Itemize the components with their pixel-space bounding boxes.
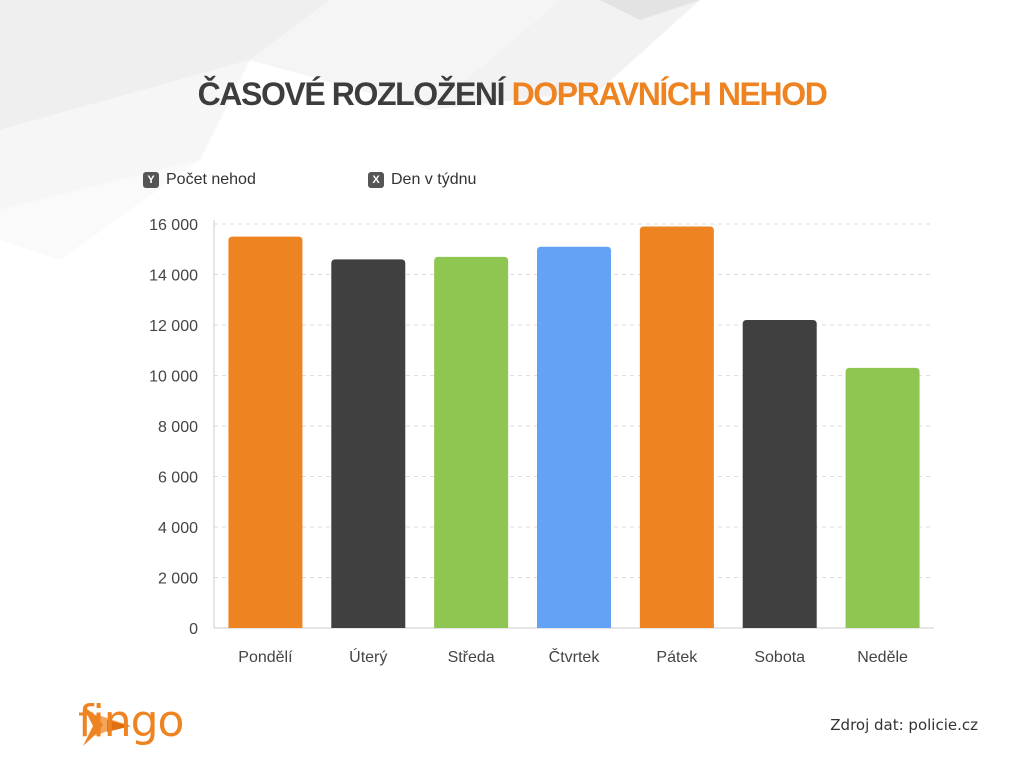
bar — [845, 367, 920, 628]
bar — [331, 259, 406, 628]
bar — [742, 319, 817, 628]
legend-y-axis: Y Počet nehod — [143, 170, 256, 190]
x-tick-label: Úterý — [349, 647, 387, 666]
legend-x-label: Den v týdnu — [391, 171, 477, 188]
y-tick-label: 0 — [189, 621, 198, 638]
x-tick-label: Pondělí — [238, 649, 293, 666]
y-tick-label: 12 000 — [149, 318, 198, 335]
y-tick-label: 16 000 — [149, 217, 198, 234]
y-tick-label: 2 000 — [158, 571, 198, 588]
y-tick-label: 8 000 — [158, 419, 198, 436]
y-tick-label: 6 000 — [158, 470, 198, 487]
bar — [537, 246, 611, 628]
legend-y-label: Počet nehod — [166, 171, 256, 188]
bar — [228, 236, 303, 628]
y-tick-label: 4 000 — [158, 520, 198, 537]
x-axis-badge: X — [368, 172, 384, 188]
y-tick-label: 10 000 — [149, 369, 198, 386]
x-tick-label: Pátek — [656, 649, 698, 666]
x-tick-label: Neděle — [857, 649, 908, 666]
x-tick-label: Středa — [448, 649, 495, 666]
bar — [434, 256, 509, 628]
page-title: ČASOVÉ ROZLOŽENÍ DOPRAVNÍCH NEHOD — [197, 76, 828, 112]
fingo-logo-icon — [83, 706, 131, 746]
y-tick-label: 14 000 — [149, 268, 198, 285]
legend-x-axis: X Den v týdnu — [368, 170, 476, 190]
x-tick-label: Sobota — [754, 649, 805, 666]
x-tick-label: Čtvrtek — [549, 647, 601, 666]
y-axis-badge: Y — [143, 172, 159, 188]
bar — [639, 226, 714, 628]
data-source: Zdroj dat: policie.cz — [830, 716, 978, 734]
logo-text: fingo — [78, 696, 184, 747]
